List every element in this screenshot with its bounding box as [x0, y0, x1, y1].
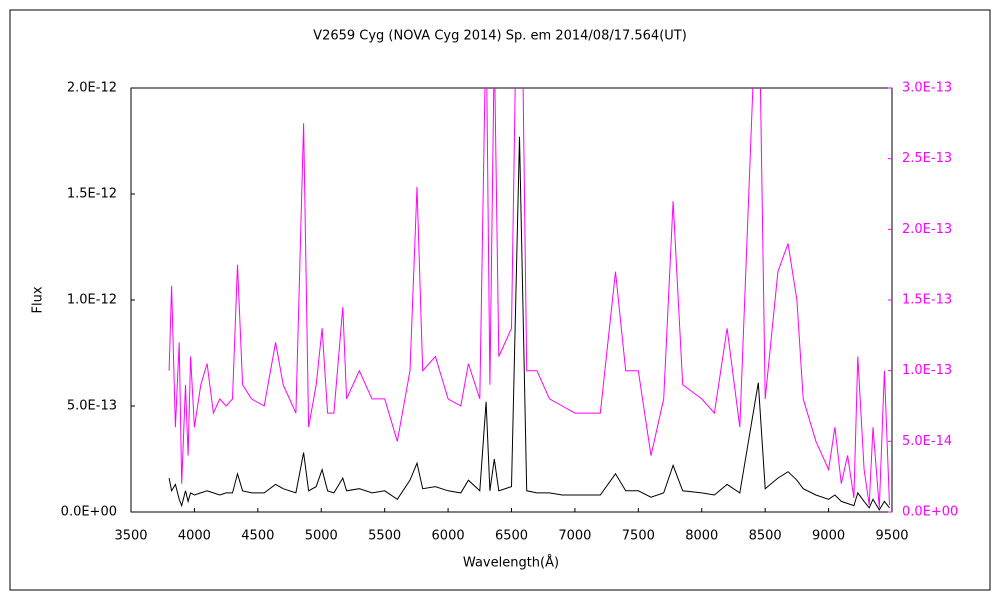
- x-tick-label: 9500: [875, 529, 908, 544]
- y2-tick-label: 2.5E-13: [902, 151, 952, 166]
- y-tick-label: 2.0E-12: [67, 81, 117, 96]
- x-tick-label: 5500: [368, 529, 401, 544]
- x-tick-label: 6500: [495, 529, 528, 544]
- y2-tick-label: 5.0E-14: [902, 434, 952, 449]
- x-tick-label: 7500: [622, 529, 655, 544]
- x-tick-label: 6000: [432, 529, 465, 544]
- x-tick-label: 7000: [558, 529, 591, 544]
- spectrum-line: [168, 88, 890, 508]
- x-tick-label: 4500: [241, 529, 274, 544]
- y2-tick-label: 1.0E-13: [902, 363, 952, 378]
- y2-tick-label: 1.5E-13: [902, 293, 952, 308]
- y-tick-label: 1.0E-12: [67, 293, 117, 308]
- spectrum-line: [168, 136, 890, 511]
- x-tick-label: 8500: [749, 529, 782, 544]
- x-tick-label: 8000: [685, 529, 718, 544]
- frame: [9, 9, 991, 591]
- chart-title: V2659 Cyg (NOVA Cyg 2014) Sp. em 2014/08…: [313, 29, 687, 44]
- x-tick-label: 4000: [178, 529, 211, 544]
- x-axis-label: Wavelength(Å): [463, 555, 559, 571]
- x-tick-label: 5000: [305, 529, 338, 544]
- y-tick-label: 1.5E-12: [67, 187, 117, 202]
- y-axis-label: Flux: [31, 286, 46, 313]
- y2-tick-label: 3.0E-13: [902, 81, 952, 96]
- y-tick-label: 5.0E-13: [67, 399, 117, 414]
- y2-tick-label: 0.0E+00: [902, 505, 958, 520]
- x-tick-label: 9000: [812, 529, 845, 544]
- x-tick-label: 3500: [114, 529, 147, 544]
- y-tick-label: 0.0E+00: [61, 505, 117, 520]
- y2-tick-label: 2.0E-13: [902, 222, 952, 237]
